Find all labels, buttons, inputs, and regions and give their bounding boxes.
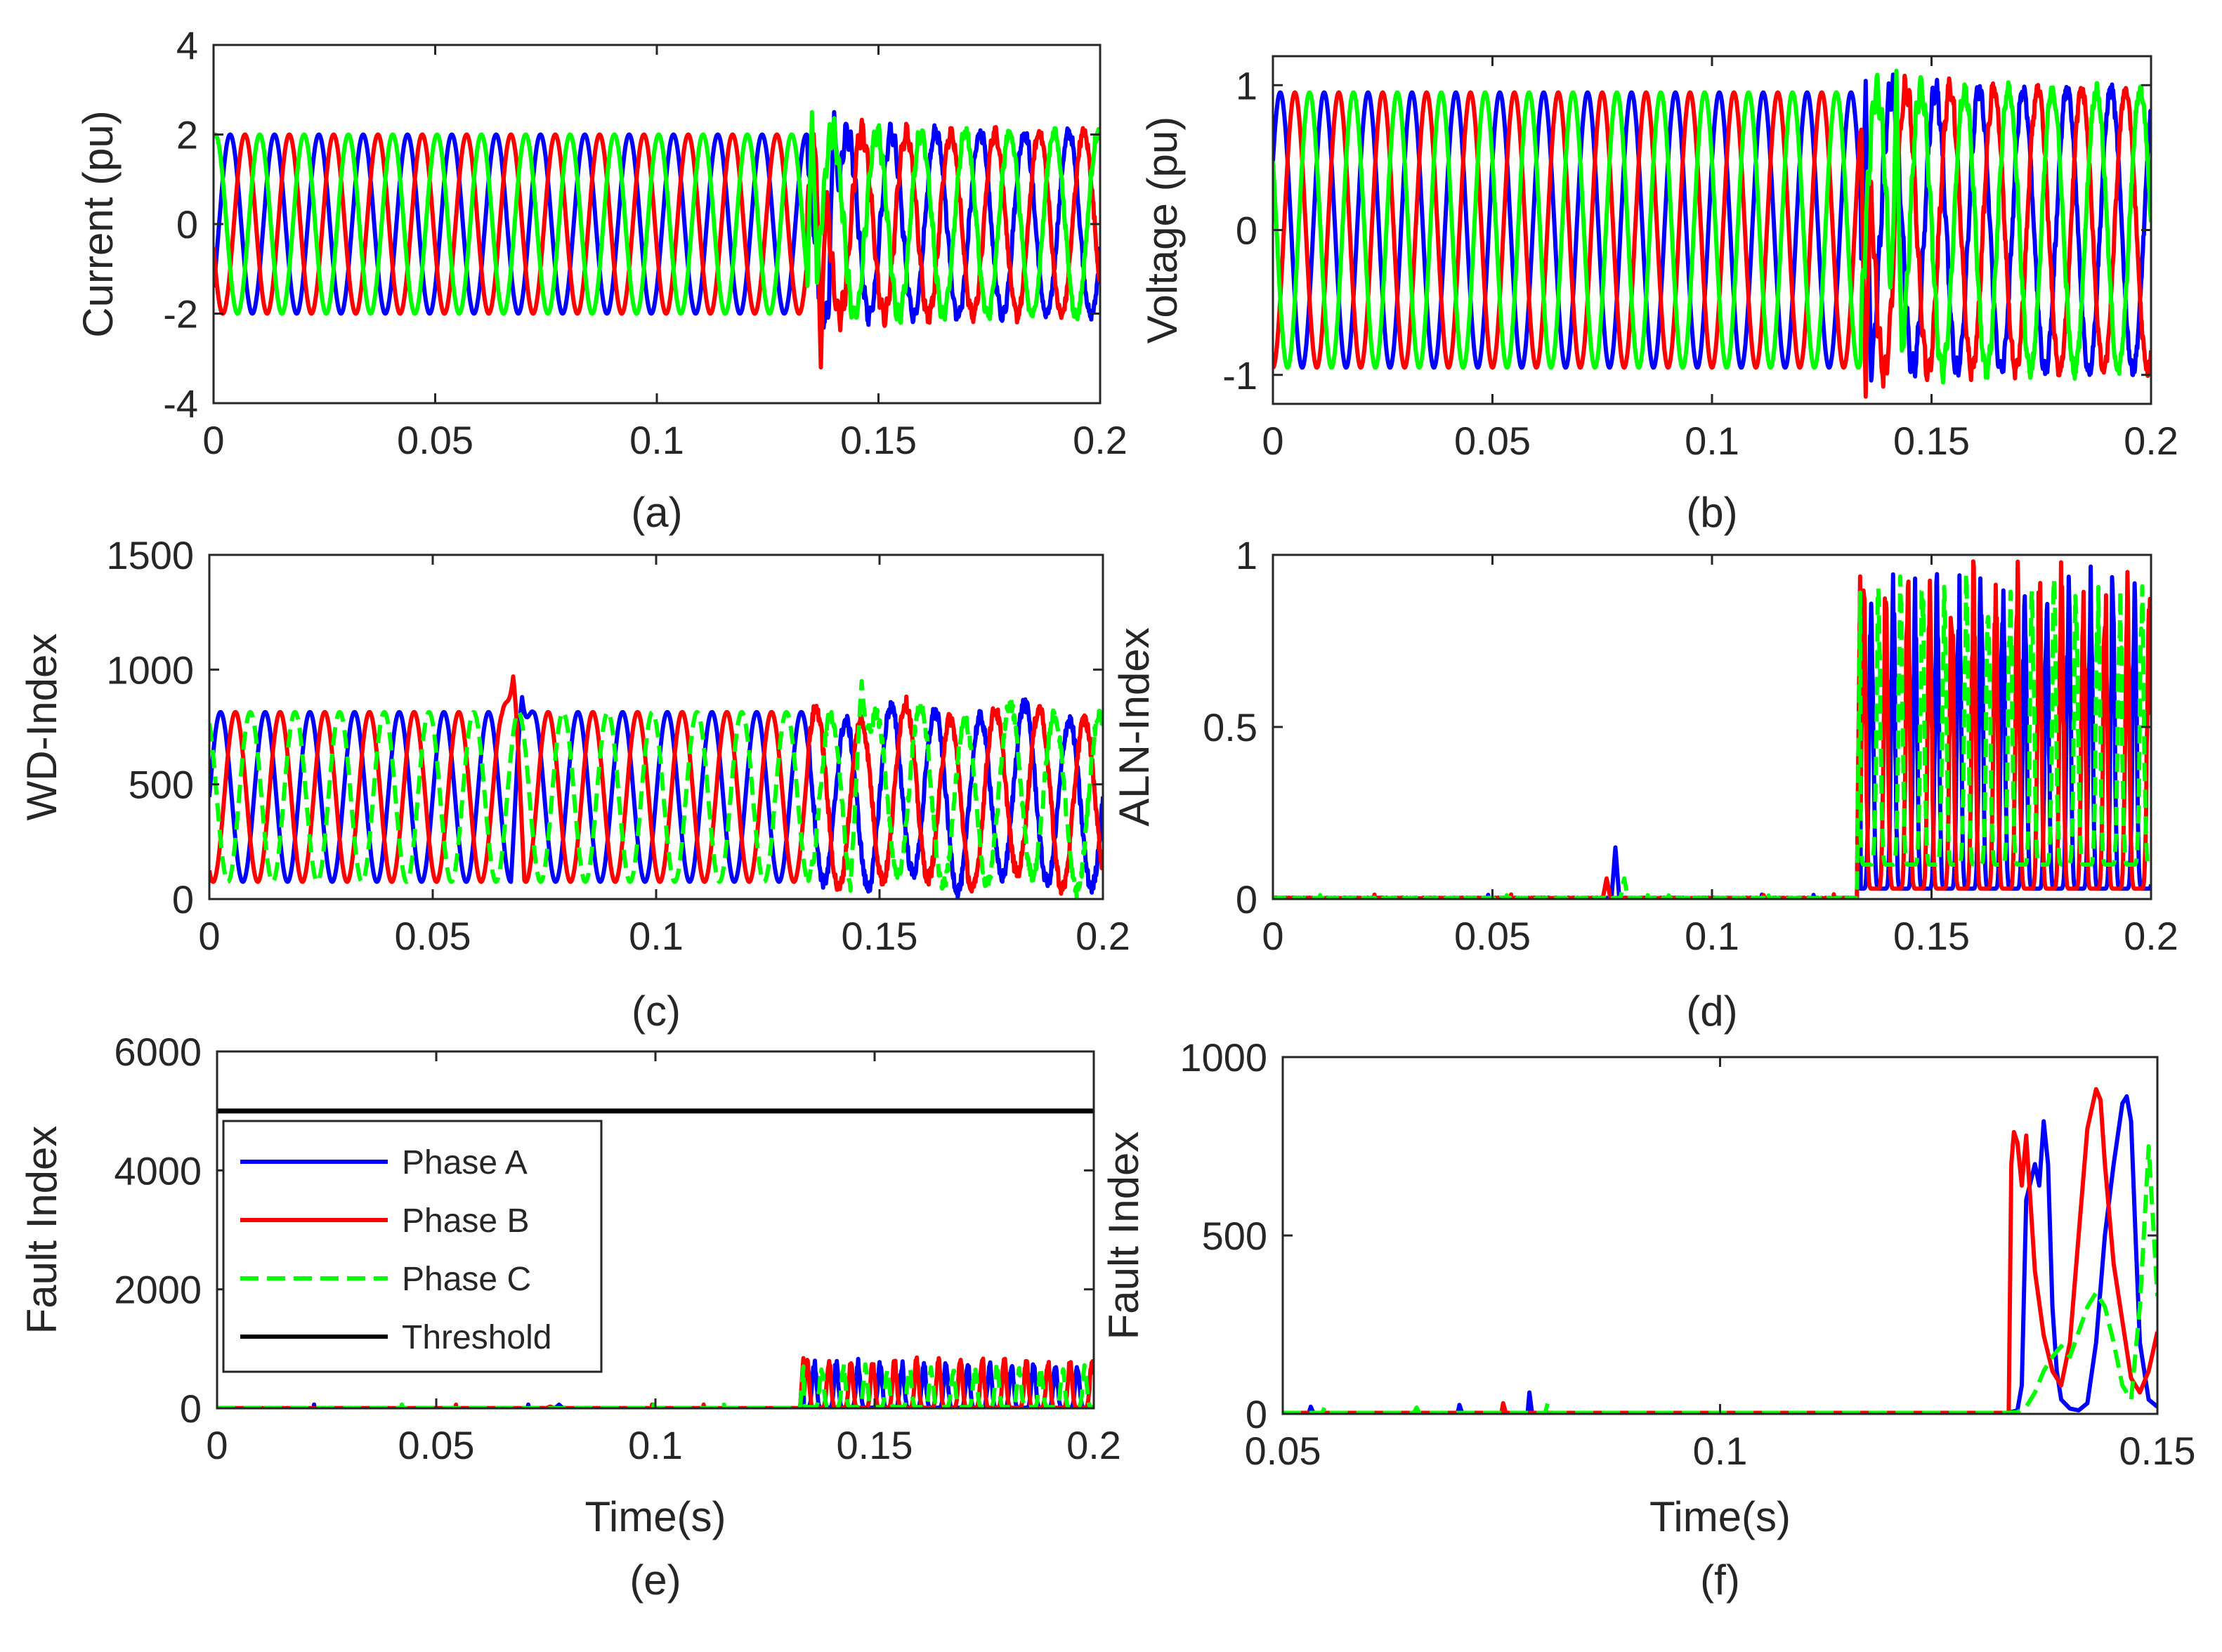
series-line-phase-b [1273, 559, 2151, 899]
x-tick-label: 0.05 [1454, 419, 1531, 463]
x-tick-label: 0.2 [2124, 914, 2178, 958]
x-tick-label: 0.1 [629, 418, 684, 462]
series-group [1283, 1087, 2157, 1414]
series-group [214, 110, 1100, 369]
panel-caption: (d) [1686, 988, 1737, 1035]
x-axis-label: Time(s) [584, 1493, 726, 1540]
x-tick-label: 0 [206, 1423, 228, 1467]
series-group [209, 674, 1103, 899]
y-tick-label: 1 [1236, 533, 1257, 577]
series-line-phase-b [1273, 73, 2151, 399]
series-group [1273, 559, 2151, 899]
x-tick-label: 0.1 [1685, 914, 1739, 958]
legend-label: Threshold [402, 1319, 551, 1356]
y-tick-label: 0 [1236, 877, 1257, 922]
x-tick-label: 0.05 [1245, 1429, 1321, 1473]
y-tick-label: 0.5 [1203, 705, 1257, 749]
y-axis-label: Fault Index [18, 1126, 65, 1335]
x-tick-label: 0.2 [1066, 1423, 1121, 1467]
x-axis-label: Time(s) [1649, 1493, 1791, 1540]
x-tick-label: 0 [202, 418, 224, 462]
x-tick-label: 0.05 [1454, 914, 1531, 958]
panel-caption: (c) [632, 988, 681, 1035]
series-line-phase-a [214, 110, 1100, 330]
series-line-phase-b [214, 117, 1100, 369]
panel-caption: (e) [629, 1556, 681, 1604]
series-line-phase-a [209, 695, 1103, 899]
x-tick-label: 0.15 [842, 914, 918, 958]
series-line-phase-c [214, 110, 1100, 325]
y-axis-label: Current (pu) [74, 110, 122, 337]
legend: Phase A Phase B Phase C Threshold [222, 1120, 603, 1373]
panel-caption: (f) [1700, 1556, 1740, 1604]
y-tick-label: 0 [1236, 209, 1257, 253]
x-tick-label: 0.1 [1685, 419, 1739, 463]
x-tick-label: 0.05 [395, 914, 471, 958]
y-tick-label: -4 [163, 381, 198, 426]
y-tick-label: 0 [180, 1386, 202, 1431]
y-tick-label: -1 [1222, 353, 1257, 398]
y-tick-label: 500 [129, 763, 194, 807]
legend-label: Phase B [402, 1202, 529, 1240]
x-tick-label: 0.05 [398, 1423, 475, 1467]
panel-caption: (a) [631, 489, 682, 536]
x-tick-label: 0.1 [629, 914, 684, 958]
y-axis-label: ALN-Index [1111, 627, 1158, 826]
legend-label: Phase C [402, 1261, 531, 1298]
x-tick-label: 0.1 [628, 1423, 683, 1467]
x-tick-label: 0.15 [1893, 419, 1970, 463]
x-tick-label: 0.2 [1073, 418, 1128, 462]
x-tick-label: 0 [198, 914, 220, 958]
panel-d: 0 0.05 0.1 0.15 0.2 0 0.5 1 ALN-Index (d) [1111, 533, 2178, 1035]
x-tick-label: 0.2 [1076, 914, 1130, 958]
panel-f: 0.05 0.1 0.15 0 500 1000 Fault Index Time(s) (f) [1100, 1035, 2196, 1604]
x-tick-label: 0.1 [1693, 1429, 1748, 1473]
y-axis-label: Voltage (pu) [1139, 117, 1186, 344]
panel-caption: (b) [1686, 489, 1737, 536]
x-tick-label: 0.05 [397, 418, 473, 462]
y-tick-label: 1 [1236, 63, 1257, 107]
y-tick-label: 4000 [114, 1148, 202, 1193]
series-line-phase-c [209, 678, 1103, 899]
y-tick-label: 0 [172, 877, 194, 922]
x-tick-label: 0 [1262, 914, 1283, 958]
y-tick-label: -2 [163, 292, 198, 336]
panel-c: 0 0.05 0.1 0.15 0.2 0 500 1000 1500 WD-Index (c) [18, 533, 1130, 1035]
y-tick-label: 2000 [114, 1268, 202, 1312]
y-tick-label: 1500 [106, 533, 194, 577]
y-tick-label: 2 [176, 113, 198, 157]
x-tick-label: 0 [1262, 419, 1283, 463]
y-tick-label: 1000 [1179, 1035, 1267, 1080]
legend-label: Phase A [402, 1144, 528, 1181]
panel-e: 0 0.05 0.1 0.15 0.2 0 2000 4000 6000 Fault Index T… [18, 1030, 1121, 1604]
x-tick-label: 0.15 [1893, 914, 1970, 958]
series-line-phase-c [1273, 68, 2151, 385]
y-axis-label: Fault Index [1100, 1132, 1147, 1340]
series-group [1273, 68, 2151, 399]
y-tick-label: 0 [176, 202, 198, 247]
series-line-phase-c [1283, 1144, 2157, 1414]
x-tick-label: 0.15 [2119, 1429, 2196, 1473]
y-tick-label: 1000 [106, 648, 194, 692]
y-tick-label: 4 [176, 23, 198, 67]
x-tick-label: 0.15 [840, 418, 917, 462]
y-axis-label: WD-Index [18, 634, 65, 821]
y-tick-label: 6000 [114, 1030, 202, 1074]
x-tick-label: 0.15 [837, 1423, 913, 1467]
series-line-phase-b [209, 674, 1103, 896]
x-tick-label: 0.2 [2124, 419, 2178, 463]
y-tick-label: 500 [1202, 1214, 1267, 1258]
panel-a: 0 0.05 0.1 0.15 0.2 -4 -2 0 2 4 Current (pu) (a) [74, 23, 1128, 536]
y-tick-label: 0 [1246, 1392, 1267, 1436]
